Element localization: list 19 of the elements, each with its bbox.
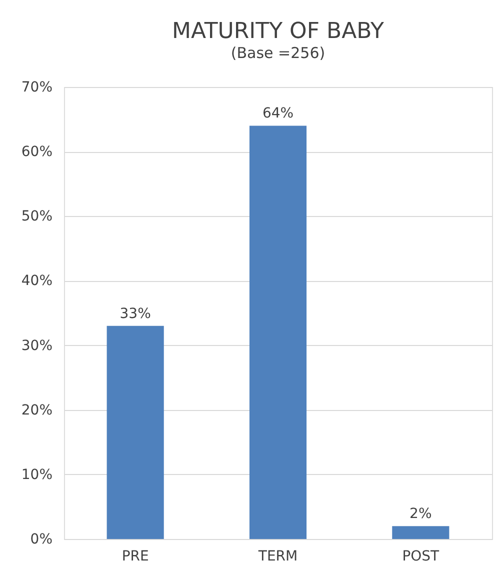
y-tick-label: 0% <box>30 532 52 548</box>
bar <box>249 126 307 539</box>
bar <box>106 326 164 539</box>
y-tick-label: 20% <box>21 402 52 418</box>
y-tick-label: 50% <box>21 208 52 225</box>
chart-title: MATURITY OF BABY <box>172 19 385 44</box>
bar <box>392 526 450 539</box>
x-tick-label: TERM <box>257 548 298 564</box>
data-label: 33% <box>120 306 151 322</box>
y-tick-label: 70% <box>21 80 52 96</box>
y-tick-label: 40% <box>21 273 52 290</box>
y-tick-label: 10% <box>21 466 52 483</box>
data-label: 2% <box>410 506 432 522</box>
y-tick-label: 30% <box>21 338 52 354</box>
x-tick-label: PRE <box>122 548 149 564</box>
y-tick-label: 60% <box>21 144 52 160</box>
x-tick-label: POST <box>402 548 440 564</box>
data-label: 64% <box>262 106 294 122</box>
chart-subtitle: (Base =256) <box>230 44 326 62</box>
